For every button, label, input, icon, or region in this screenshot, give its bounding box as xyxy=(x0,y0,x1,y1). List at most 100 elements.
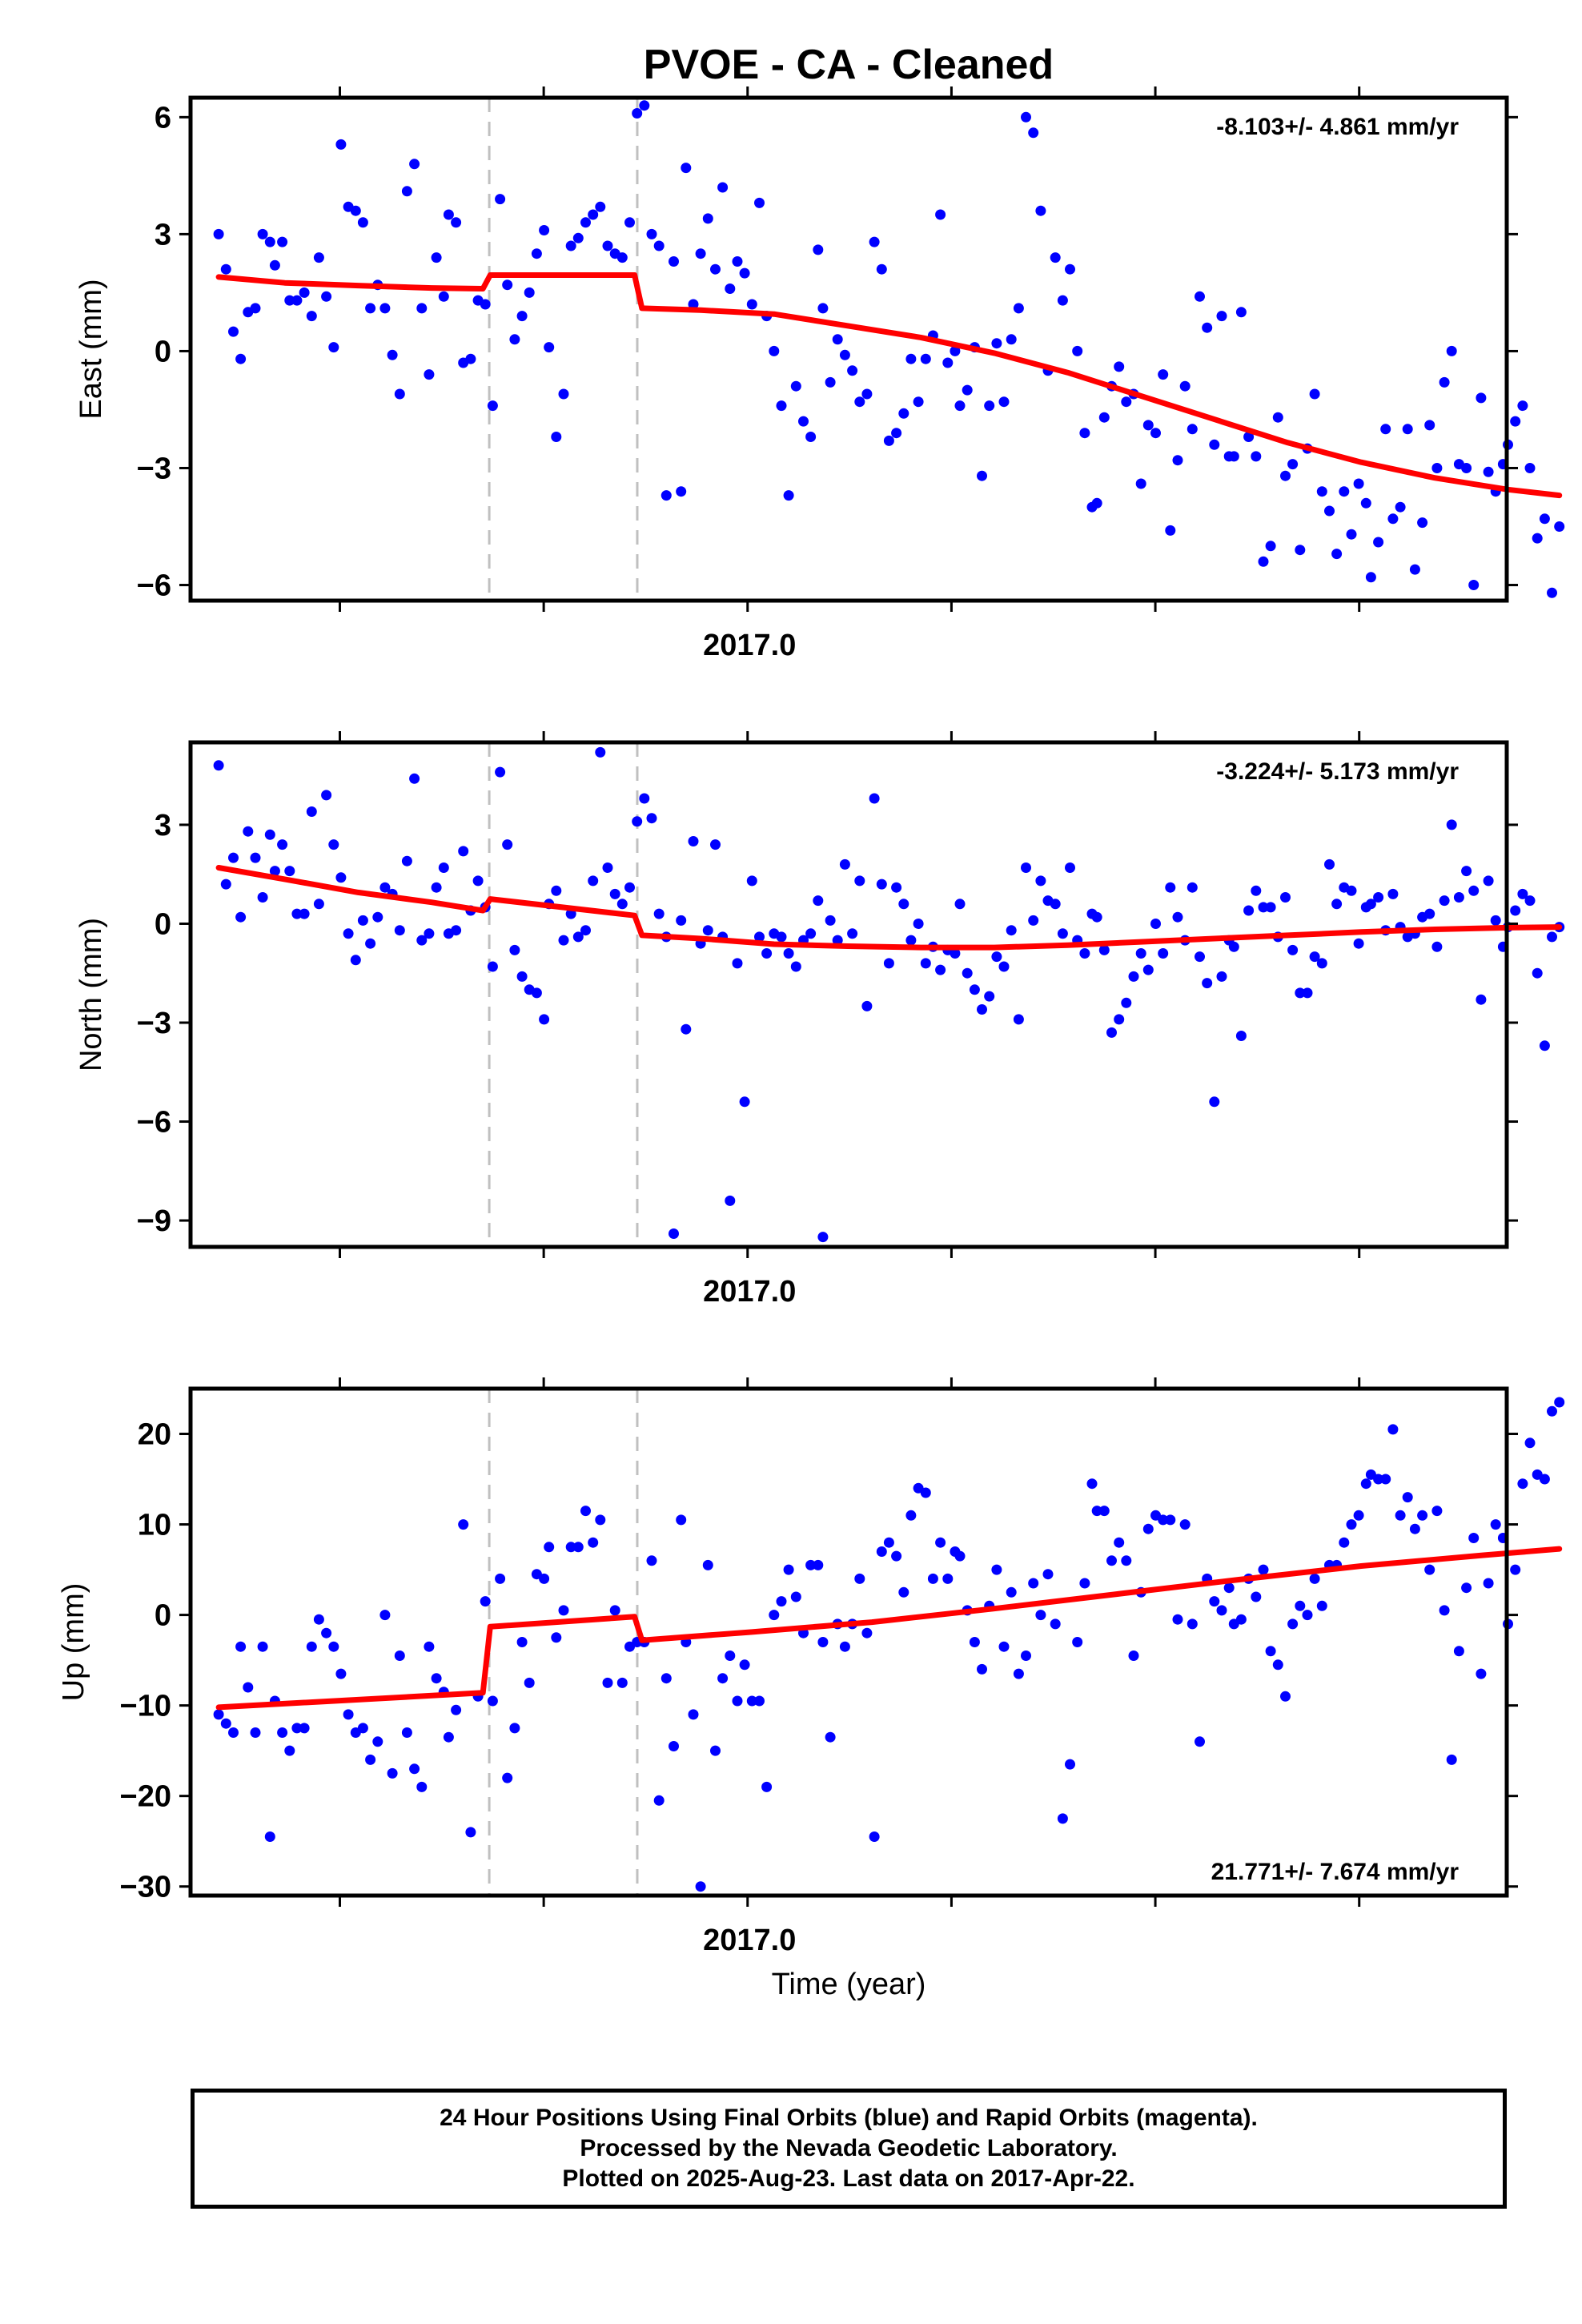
up-panel: 20 10 0 −10 −20 −30 2017.0 Up (mm) 21.771+/- 7.6… xyxy=(57,1377,1565,1957)
east-data-point xyxy=(984,400,995,412)
east-data-point xyxy=(1468,580,1480,590)
east-data-point xyxy=(1135,478,1146,489)
east-data-point xyxy=(805,432,817,442)
up-data-point xyxy=(876,1546,887,1557)
north-y-tick-label: −3 xyxy=(137,1007,171,1040)
east-data-point xyxy=(213,228,224,239)
north-data-point xyxy=(1228,941,1239,952)
up-data-point xyxy=(927,1573,938,1584)
north-data-point xyxy=(1128,971,1139,982)
north-y-tick-label: 0 xyxy=(155,907,171,941)
north-data-point xyxy=(1280,892,1291,903)
north-data-point xyxy=(1439,895,1450,907)
up-data-point xyxy=(1114,1537,1125,1548)
up-y-tick-label: −30 xyxy=(120,1871,171,1904)
up-data-point xyxy=(676,1514,687,1526)
north-data-point xyxy=(1209,1096,1220,1108)
footer-box: 24 Hour Positions Using Final Orbits (bl… xyxy=(191,2089,1507,2209)
up-data-point xyxy=(739,1659,750,1671)
north-data-point xyxy=(243,826,254,837)
east-fit-line xyxy=(215,272,1563,499)
north-data-point xyxy=(898,899,909,910)
east-data-point xyxy=(616,252,628,263)
up-data-point xyxy=(1050,1618,1061,1630)
up-data-point xyxy=(1128,1651,1139,1661)
north-data-point xyxy=(624,882,635,893)
north-data-point xyxy=(220,879,231,890)
east-data-point xyxy=(1547,587,1557,598)
up-data-point xyxy=(394,1651,405,1661)
east-y-tick-label: 0 xyxy=(155,335,171,368)
up-data-point xyxy=(669,1741,679,1751)
up-data-point xyxy=(1035,1610,1046,1621)
footer-line-1: 24 Hour Positions Using Final Orbits (bl… xyxy=(440,2105,1258,2131)
east-data-point xyxy=(688,299,699,310)
north-data-point xyxy=(551,885,562,896)
north-data-point xyxy=(588,875,599,887)
chart-title: PVOE - CA - Cleaned xyxy=(644,42,1054,88)
up-data-point xyxy=(451,1704,462,1715)
north-y-tick-label: −6 xyxy=(137,1106,171,1140)
east-data-point xyxy=(313,252,324,263)
up-data-point xyxy=(1186,1618,1198,1630)
east-data-point xyxy=(1172,455,1183,466)
east-data-point xyxy=(676,486,687,497)
east-data-point xyxy=(451,217,462,228)
north-data-point xyxy=(1431,941,1443,952)
north-data-point xyxy=(869,793,880,804)
east-data-point xyxy=(1272,412,1283,423)
east-data-point xyxy=(1150,428,1161,439)
up-data-point xyxy=(710,1745,721,1756)
up-data-point xyxy=(954,1550,966,1562)
east-y-tick-label: −3 xyxy=(137,452,171,485)
north-x-tick-label: 2017.0 xyxy=(703,1275,796,1309)
east-data-point xyxy=(847,365,858,376)
north-data-point xyxy=(676,915,687,926)
east-y-axis-label: East (mm) xyxy=(74,279,108,419)
east-panel: 6 3 0 −3 −6 2017.0 East (mm) -8.103+/- 4.861 mm… xyxy=(74,86,1565,662)
up-data-point xyxy=(321,1627,332,1638)
north-data-point xyxy=(977,1004,987,1015)
north-data-point xyxy=(732,958,743,969)
east-y-tick-label: 3 xyxy=(155,218,171,251)
east-y-tick-label: −6 xyxy=(137,569,171,603)
north-data-point xyxy=(984,991,995,1002)
north-y-tick-label: 3 xyxy=(155,809,171,842)
up-data-point xyxy=(1258,1564,1269,1575)
up-data-point xyxy=(328,1641,339,1652)
east-data-point xyxy=(424,369,435,380)
north-data-point xyxy=(1265,902,1276,913)
east-y-tick-label: 6 xyxy=(155,101,171,135)
east-data-point xyxy=(1035,205,1046,216)
up-data-point xyxy=(458,1519,469,1530)
north-data-point xyxy=(839,858,850,870)
north-data-point xyxy=(969,984,980,995)
east-data-point xyxy=(580,217,591,228)
north-data-point xyxy=(1532,967,1543,979)
north-data-point xyxy=(1524,895,1536,907)
up-data-point xyxy=(443,1731,454,1743)
north-data-point xyxy=(905,935,917,946)
up-data-point xyxy=(1142,1523,1154,1534)
north-data-point xyxy=(1021,862,1031,873)
east-data-point xyxy=(825,376,836,388)
east-data-point xyxy=(277,236,288,247)
up-data-point xyxy=(1158,1514,1169,1526)
north-data-point xyxy=(1373,892,1384,903)
east-data-point xyxy=(1517,400,1528,412)
east-data-point xyxy=(661,490,672,501)
up-data-point xyxy=(1223,1582,1235,1594)
up-data-point xyxy=(277,1727,288,1738)
north-data-point xyxy=(1235,1031,1247,1041)
up-data-point xyxy=(1209,1596,1220,1607)
east-data-point xyxy=(1402,424,1413,435)
up-data-point xyxy=(357,1723,368,1734)
east-data-point xyxy=(1179,380,1191,392)
north-y-axis-label: North (mm) xyxy=(74,918,108,1072)
north-data-point xyxy=(580,925,591,936)
north-data-point xyxy=(710,839,721,850)
up-data-point xyxy=(551,1632,562,1643)
north-data-point xyxy=(516,971,528,982)
up-data-point xyxy=(565,1542,576,1553)
east-data-point xyxy=(321,291,332,302)
